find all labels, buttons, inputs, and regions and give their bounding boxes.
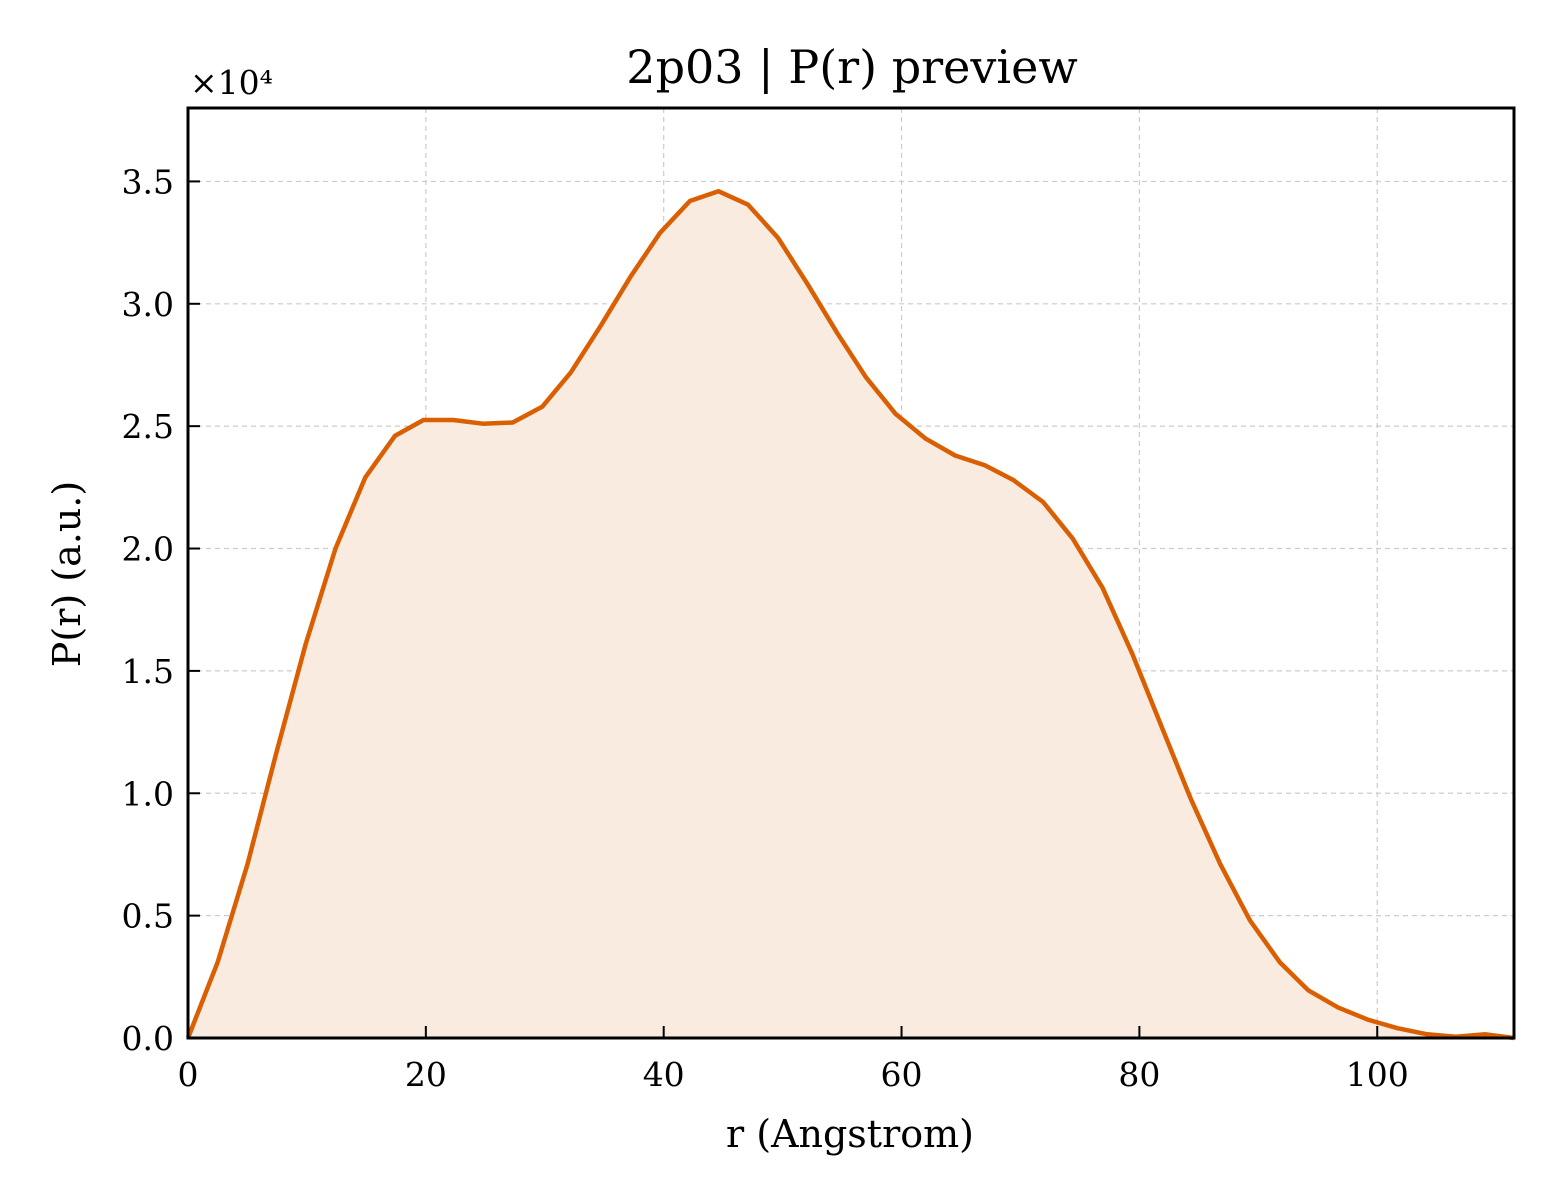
y-tick-label: 0.5: [122, 897, 174, 936]
x-tick-label: 60: [881, 1055, 923, 1094]
series-line: [185, 188, 1515, 1041]
y-tick-label: 3.0: [122, 285, 174, 324]
y-tick-label: 2.5: [122, 407, 174, 446]
y-tick-label: 2.0: [122, 530, 174, 569]
series-area-fill: [188, 191, 1514, 1038]
x-tick-label: 100: [1346, 1055, 1409, 1094]
y-tick-label: 0.0: [122, 1019, 174, 1058]
x-axis-label: r (Angstrom): [726, 1112, 974, 1156]
plot-frame: [186, 106, 1516, 1040]
ticks: 0 20 40 60 80 100 0.0 0.5 1.0 1.5 2.0 2.5 3.0 3.5: [122, 162, 1409, 1094]
y-tick-label: 3.5: [122, 162, 174, 201]
x-tick-label: 40: [643, 1055, 685, 1094]
chart-title: 2p03 | P(r) preview: [626, 40, 1077, 94]
y-tick-label: 1.0: [122, 774, 174, 813]
x-tick-label: 80: [1118, 1055, 1160, 1094]
y-axis-label: P(r) (a.u.): [45, 481, 89, 667]
y-tick-label: 1.5: [122, 652, 174, 691]
x-tick-label: 20: [405, 1055, 447, 1094]
y-offset-label: ×10⁴: [190, 63, 273, 102]
x-tick-label: 0: [178, 1055, 199, 1094]
